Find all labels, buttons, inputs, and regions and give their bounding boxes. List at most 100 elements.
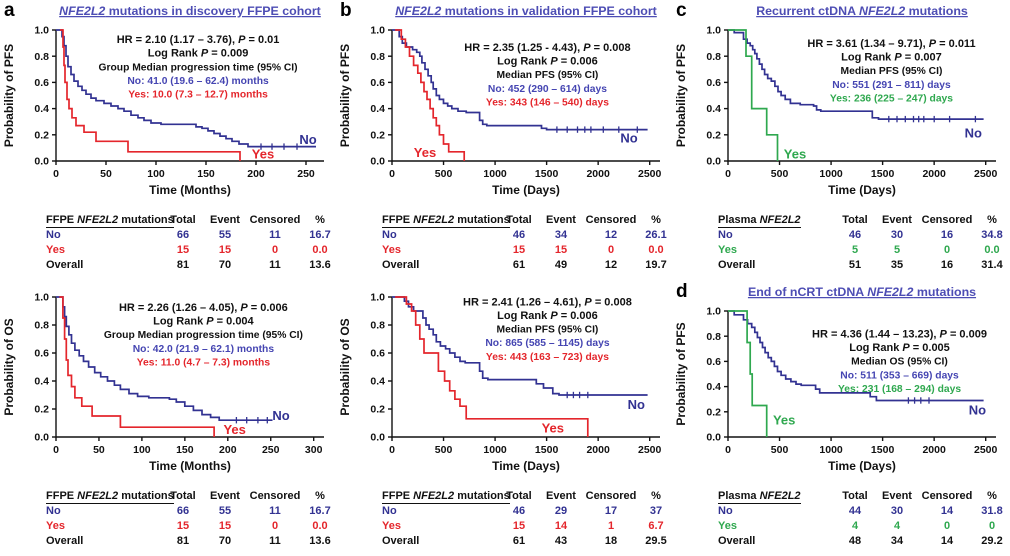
annotation-line: HR = 3.61 (1.34 – 9.71), P = 0.011 xyxy=(807,38,975,50)
tick-labels: 0.0 0.2 0.4 0.6 0.8 1.0 0 500 1000 1500 2000 2500 xyxy=(370,292,661,456)
table-cell: 48 xyxy=(848,535,862,547)
figure-element: NFE2L2 xyxy=(759,214,801,226)
annotation-line: Log Rank P = 0.009 xyxy=(148,48,249,60)
annotation-line: No: 41.0 (19.6 – 62.4) months xyxy=(127,76,269,87)
figure-element: NFE2L2 xyxy=(413,490,455,502)
table-cell: 46 xyxy=(848,229,862,241)
figure-element: 0.4 xyxy=(706,103,721,115)
figure-element: 500 xyxy=(435,168,453,180)
table-cell: 49 xyxy=(554,259,568,271)
figure-element: 500 xyxy=(435,444,453,456)
table-cell: Yes xyxy=(46,244,65,256)
figure-element: P xyxy=(550,310,558,322)
figure-element: 0.4 xyxy=(370,376,385,388)
figure-element: 1.0 xyxy=(370,292,385,304)
figure-element: 50 xyxy=(93,444,105,456)
figure-element: 500 xyxy=(771,168,789,180)
figure-element: 0.2 xyxy=(706,129,721,141)
km-curve-no xyxy=(392,296,648,396)
table-cell: Overall xyxy=(718,535,756,547)
table-cell: 31.4 xyxy=(981,259,1003,271)
figure-element: 1.0 xyxy=(706,25,721,37)
table-cell: 12 xyxy=(604,259,618,271)
y-axis-label: Probability of OS xyxy=(2,318,16,415)
annotation-line: Yes: 343 (146 – 540) days xyxy=(486,97,609,108)
figure-element: 50 xyxy=(100,168,112,180)
table-cell: 15 xyxy=(512,520,526,532)
table-row-overall: Overall 61 49 12 19.7 xyxy=(336,258,672,273)
table-row-header: Plasma NFE2L2 xyxy=(672,489,834,504)
table-cell: 34 xyxy=(890,535,904,547)
figure-element: P xyxy=(940,328,948,340)
figure-element: P xyxy=(584,296,592,308)
table-col-header: Total xyxy=(506,214,532,226)
table-cell: 29.2 xyxy=(981,535,1003,547)
table-cell: No xyxy=(46,229,61,241)
figure-element: 2500 xyxy=(974,444,998,456)
figure-element: FFPE NFE2L2 mutations xyxy=(382,214,510,228)
figure-element: P xyxy=(583,42,591,54)
annotation-line: Log Rank P = 0.004 xyxy=(153,316,254,328)
table-cell: 16 xyxy=(940,259,954,271)
figure-element: 0.0 xyxy=(34,432,49,444)
figure-element: 0.2 xyxy=(706,406,721,418)
figure-element: 0.0 xyxy=(706,432,721,444)
figure-element: No 46 30 16 34.8 Yes 5 5 0 0.0 Overall 51 35 16 31.4 xyxy=(672,228,1008,273)
table-cell: 51 xyxy=(848,259,862,271)
km-chart: NFE2L2 mutations in validation FFPE coho… xyxy=(338,4,662,197)
figure-element: 1000 xyxy=(819,168,843,180)
table-cell: Overall xyxy=(382,535,420,547)
annotation-line: Median OS (95% CI) xyxy=(851,357,948,368)
figure-element: 250 xyxy=(297,168,315,180)
km-chart: 0.0 0.2 0.4 0.6 0.8 1.0 0 500 1000 1500 2000 2500 Pr… xyxy=(338,292,662,473)
figure-element: 1.0 xyxy=(370,25,385,37)
table-cell: 13.6 xyxy=(309,535,331,547)
annotation-line: No: 551 (291 – 811) days xyxy=(832,80,951,91)
annotation-line: Log Rank P = 0.007 xyxy=(841,52,942,64)
table-cell: No xyxy=(382,505,397,517)
table-cell: 15 xyxy=(554,244,568,256)
table-row-no: No 46 29 17 37 xyxy=(336,504,672,519)
figure-element: 100 xyxy=(147,168,165,180)
figure-element: P xyxy=(206,316,214,328)
tick-labels: 0.0 0.2 0.4 0.6 0.8 1.0 0 500 1000 1500 2000 2500 xyxy=(370,25,661,180)
figure-element: 1500 xyxy=(535,168,559,180)
figure-element: NFE2L2 xyxy=(395,4,441,18)
table-row-overall: Overall 51 35 16 31.4 xyxy=(672,258,1008,273)
figure-element: P xyxy=(201,48,209,60)
stats-annotation: HR = 2.26 (1.26 – 4.05), P = 0.006 Log Ra… xyxy=(104,302,303,368)
annotation-line: No: 42.0 (21.9 – 62.1) months xyxy=(133,344,275,355)
figure-element: 300 xyxy=(305,444,323,456)
table-col-header: Total xyxy=(842,214,868,226)
axes xyxy=(724,29,996,165)
table-col-header: Event xyxy=(882,214,912,226)
figure-element: 0.6 xyxy=(706,77,721,89)
figure-element: 0.8 xyxy=(706,51,721,63)
km-curve-no xyxy=(56,29,316,148)
table-col-header: Event xyxy=(546,490,576,502)
censor-ticks xyxy=(260,143,298,150)
table-col-header: % xyxy=(315,490,325,502)
figure-element: 1500 xyxy=(871,168,895,180)
table-cell: 11 xyxy=(269,229,281,241)
table-cell: 37 xyxy=(649,505,663,517)
y-axis-label: Probability of PFS xyxy=(674,322,688,425)
table-cell: 70 xyxy=(218,535,232,547)
table-col-header: Total xyxy=(506,490,532,502)
figure-element: No 66 55 11 16.7 Yes 15 15 0 0.0 Overall 81 70 11 13.6 xyxy=(0,228,336,273)
figure-element: FFPE NFE2L2 mutations Total Event Censored% xyxy=(0,213,336,228)
annotation-line: HR = 4.36 (1.44 – 13.23), P = 0.009 xyxy=(812,328,987,340)
annotation-line: Yes: 443 (163 – 723) days xyxy=(486,352,609,363)
table-row-yes: Yes 15 15 0 0.0 xyxy=(0,519,336,534)
table-cell: 11 xyxy=(269,505,281,517)
table-cell: 5 xyxy=(893,244,901,256)
axes xyxy=(52,296,324,441)
table-cell: 4 xyxy=(893,520,901,532)
curve-label-no: No xyxy=(628,397,645,412)
figure-element: 0.0 xyxy=(706,156,721,168)
table-cell: 0 xyxy=(943,520,951,532)
table-cell: 16.7 xyxy=(309,505,331,517)
figure-element: 0.8 xyxy=(370,51,385,63)
table-cell: 70 xyxy=(218,259,232,271)
table-cell: 46 xyxy=(512,505,526,517)
